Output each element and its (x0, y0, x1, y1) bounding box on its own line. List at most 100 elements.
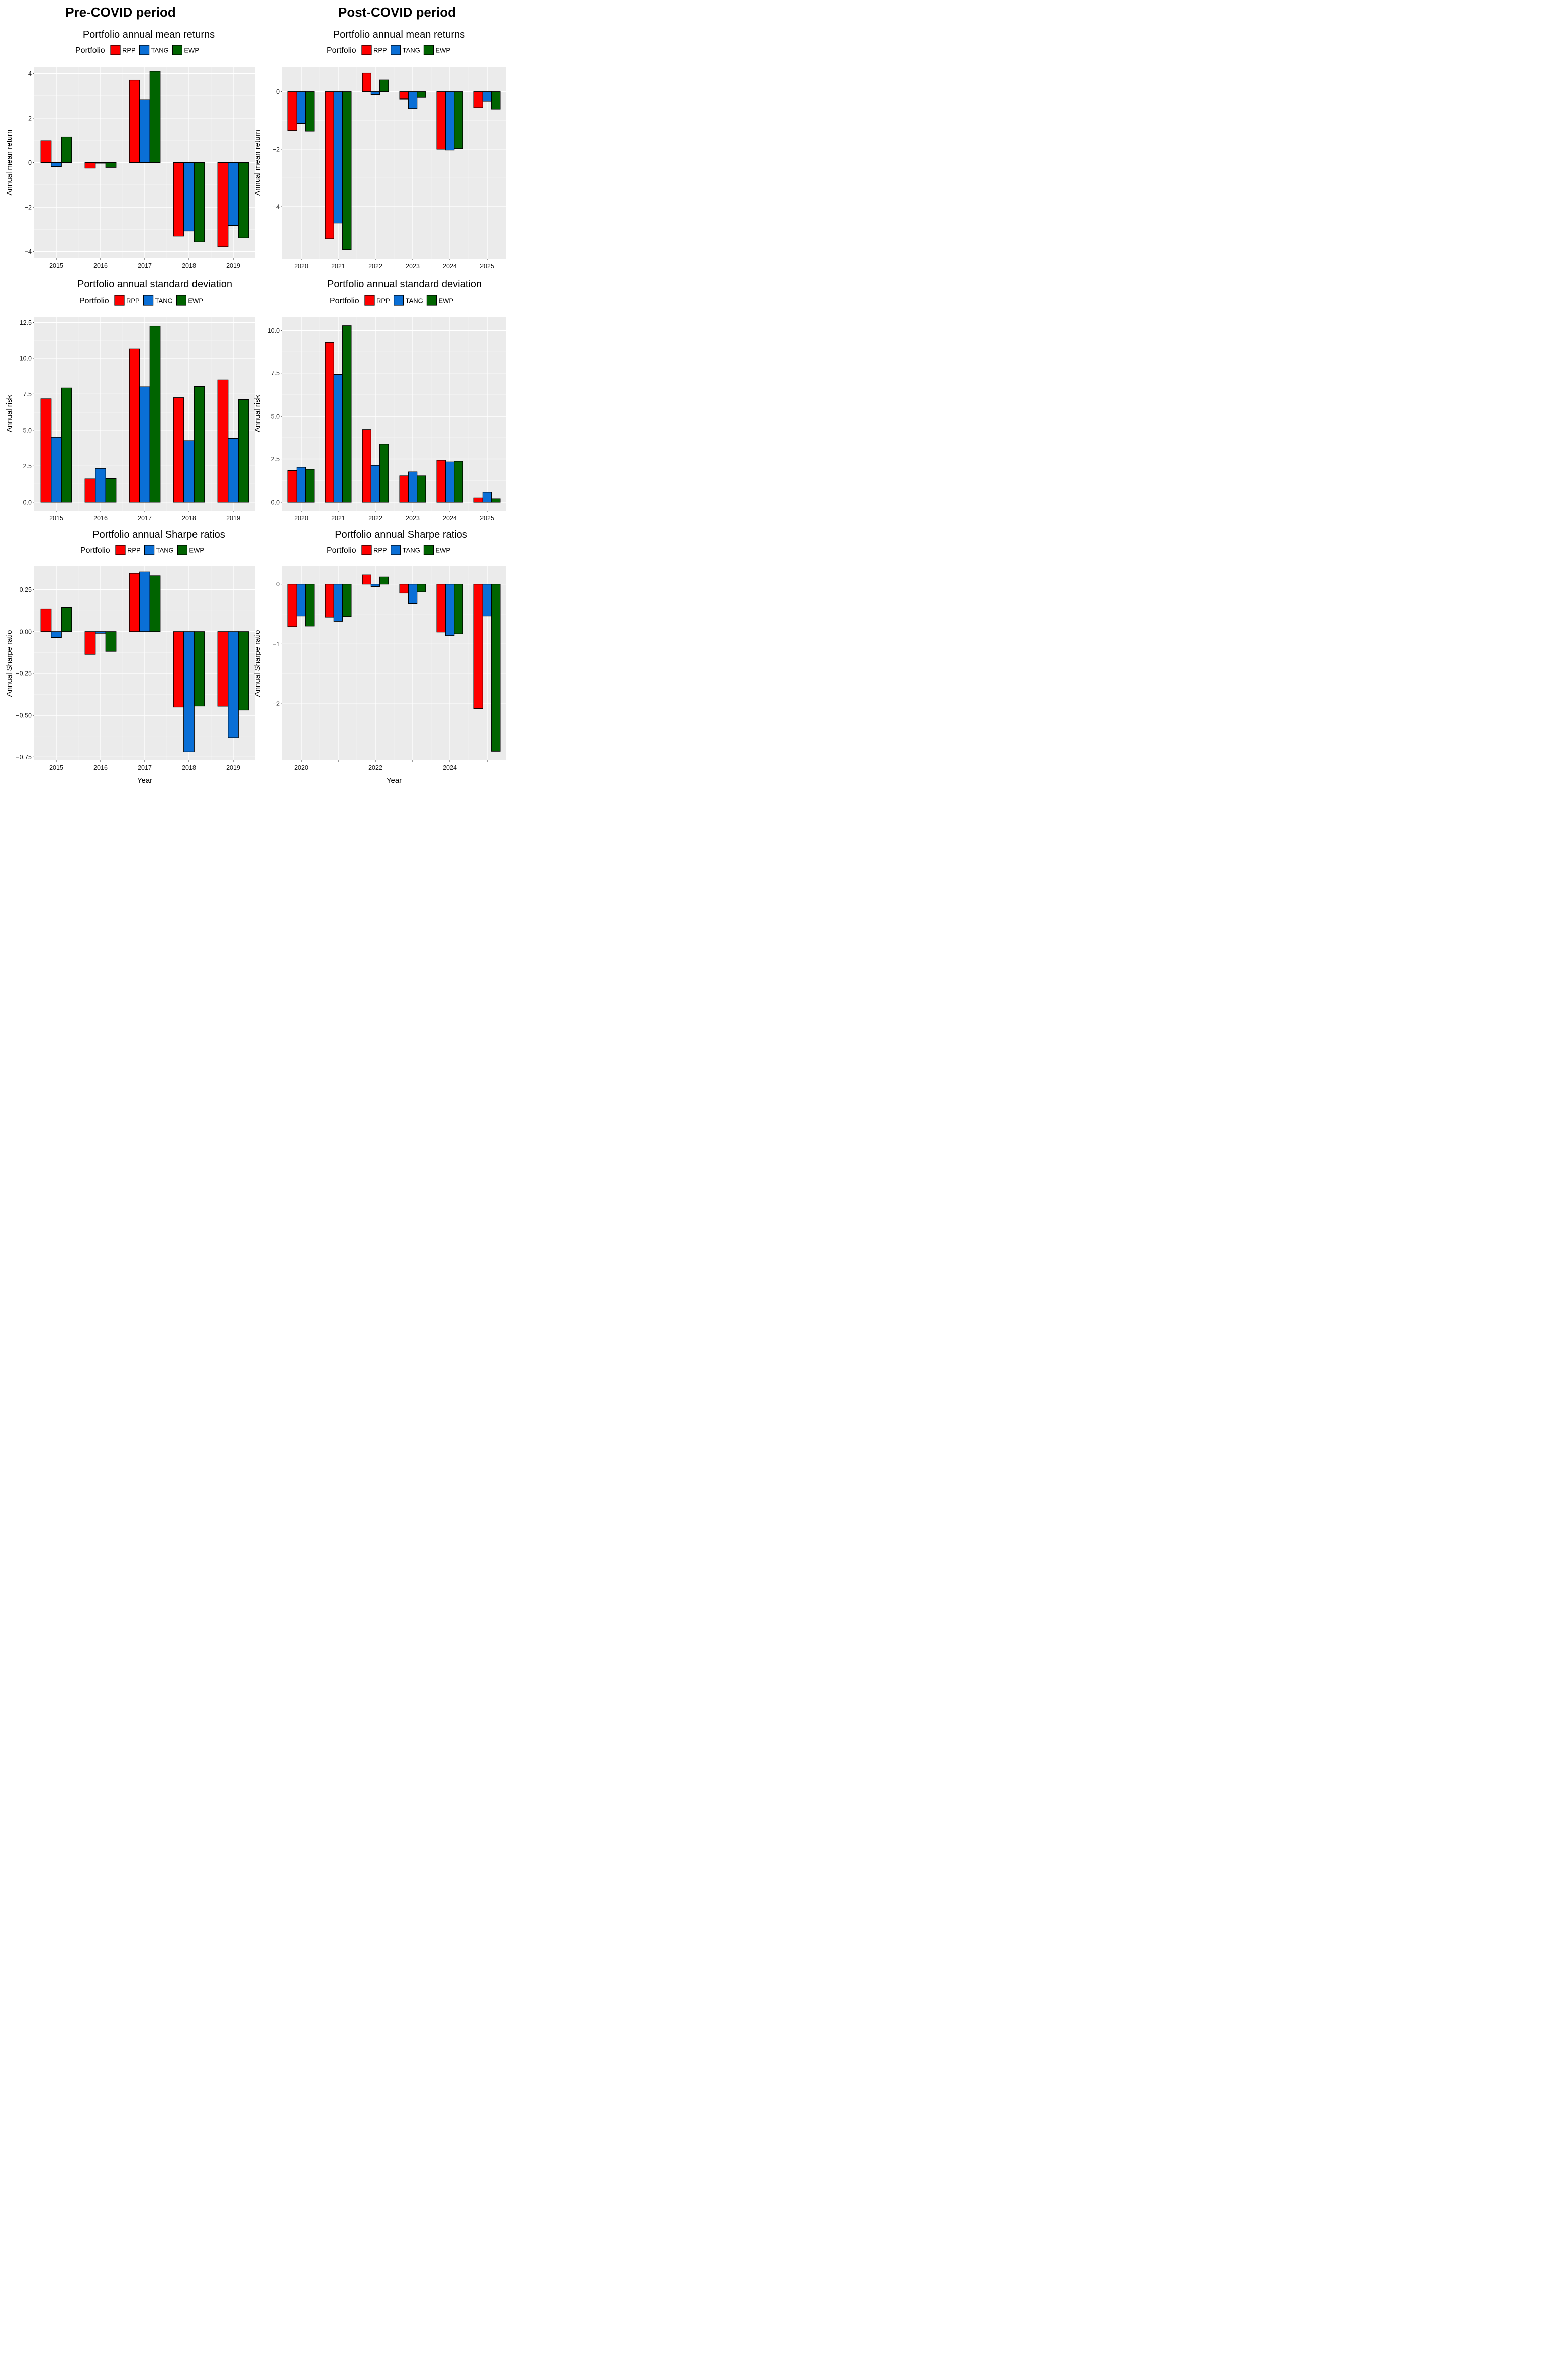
bar-rpp-2018 (173, 631, 184, 708)
bar-ewp-2021 (342, 584, 352, 617)
legend-label-tang: TANG (403, 547, 420, 554)
bar-ewp-2022 (379, 444, 389, 503)
bar-rpp-2019 (217, 162, 229, 247)
legend-label-ewp: EWP (189, 547, 204, 554)
legend-key-tang (390, 45, 401, 55)
y-tick-label: 0.00 (20, 628, 32, 635)
bar-rpp-2017 (129, 573, 140, 632)
bar-ewp-2020 (305, 91, 315, 132)
bar-tang-2021 (333, 91, 343, 224)
legend-label-ewp: EWP (184, 47, 199, 54)
x-tick-label: 2015 (49, 764, 63, 771)
legend-key-rpp (110, 45, 121, 55)
bar-tang-2024 (445, 461, 455, 503)
legend-key-ewp (176, 295, 186, 306)
pre-sharpe-chart: Portfolio annual Sharpe ratios Portfolio R… (5, 529, 255, 785)
y-tick-label: −0.50 (16, 712, 32, 719)
chart-title: Portfolio annual Sharpe ratios (335, 529, 467, 540)
bar-tang-2018 (183, 162, 195, 232)
bar-tang-2018 (183, 440, 195, 503)
x-tick-label: 2025 (480, 515, 494, 522)
x-tick-label: 2019 (226, 262, 240, 269)
chart-title: Portfolio annual mean returns (333, 29, 465, 40)
y-tick-label: −2 (273, 146, 280, 153)
x-tick-label: 2022 (368, 764, 382, 771)
bar-ewp-2023 (417, 475, 426, 503)
bar-ewp-2025 (491, 498, 501, 503)
bar-tang-2022 (370, 465, 380, 503)
legend-key-rpp (361, 545, 372, 555)
bar-ewp-2017 (149, 325, 161, 503)
legend-title: Portfolio (80, 546, 110, 555)
legend-label-rpp: RPP (376, 297, 390, 305)
bar-rpp-2025 (473, 497, 483, 503)
y-tick-label: −0.25 (16, 670, 32, 677)
bar-rpp-2023 (399, 475, 409, 503)
bar-tang-2020 (296, 584, 306, 617)
bar-rpp-2017 (129, 79, 140, 163)
y-tick-label: 0 (276, 88, 280, 95)
legend-label-tang: TANG (155, 297, 173, 305)
bar-tang-2017 (139, 386, 150, 503)
bar-ewp-2020 (305, 584, 315, 627)
bar-rpp-2025 (473, 91, 483, 108)
y-tick-label: −4 (25, 248, 32, 255)
legend-key-ewp (177, 545, 187, 555)
bar-tang-2023 (408, 584, 418, 604)
legend-key-ewp (423, 45, 434, 55)
bar-ewp-2025 (491, 91, 501, 110)
y-tick-label: 5.0 (23, 427, 32, 434)
y-tick-label: 0.0 (23, 499, 32, 506)
legend-label-tang: TANG (151, 47, 169, 54)
figure-root: Pre-COVID period Post-COVID period Portf… (5, 5, 506, 785)
bar-tang-2025 (482, 584, 492, 617)
y-tick-label: 0.25 (20, 586, 32, 593)
x-tick-label: 2025 (480, 263, 494, 270)
legend-label-ewp: EWP (188, 297, 203, 305)
bar-ewp-2025 (491, 584, 501, 752)
bar-tang-2019 (228, 631, 239, 738)
bar-ewp-2015 (61, 136, 72, 163)
x-tick-label: 2020 (294, 515, 308, 522)
bar-rpp-2023 (399, 91, 409, 100)
legend-label-rpp: RPP (373, 547, 387, 554)
bar-rpp-2016 (84, 162, 96, 169)
bar-rpp-2018 (173, 162, 184, 237)
bar-rpp-2017 (129, 348, 140, 503)
legend-label-tang: TANG (156, 547, 174, 554)
bar-rpp-2025 (473, 584, 483, 709)
y-tick-label: 7.5 (271, 370, 280, 377)
y-tick-label: −4 (273, 204, 280, 211)
legend-key-rpp (115, 545, 126, 555)
bar-ewp-2016 (105, 162, 117, 168)
x-axis-title: Year (387, 776, 402, 785)
x-tick-label: 2018 (182, 515, 196, 522)
left-period-title: Pre-COVID period (65, 5, 176, 20)
chart-title: Portfolio annual Sharpe ratios (92, 529, 225, 540)
bar-ewp-2018 (194, 631, 205, 707)
legend-label-ewp: EWP (438, 297, 453, 305)
bar-rpp-2022 (362, 72, 371, 92)
bar-rpp-2015 (40, 398, 52, 503)
x-tick-label: 2016 (93, 515, 108, 522)
bar-rpp-2024 (436, 584, 446, 633)
x-tick-label: 2016 (93, 262, 108, 269)
x-tick-label: 2018 (182, 764, 196, 771)
legend-key-ewp (423, 545, 434, 555)
bar-ewp-2021 (342, 325, 352, 503)
legend-key-tang (143, 295, 154, 306)
legend-title: Portfolio (75, 46, 105, 55)
bar-ewp-2019 (238, 162, 249, 238)
pre-sd-chart: Portfolio annual standard deviation Portf… (5, 279, 255, 522)
x-tick-label: 2015 (49, 515, 63, 522)
legend-label-rpp: RPP (126, 297, 140, 305)
x-axis-title: Year (137, 776, 152, 785)
y-tick-label: −2 (25, 204, 32, 211)
bar-tang-2023 (408, 471, 418, 503)
x-tick-label: 2017 (138, 764, 152, 771)
bar-tang-2017 (139, 571, 150, 632)
chart-title: Portfolio annual standard deviation (77, 279, 232, 290)
bar-ewp-2023 (417, 584, 426, 592)
bar-tang-2024 (445, 584, 455, 636)
legend-key-tang (144, 545, 155, 555)
